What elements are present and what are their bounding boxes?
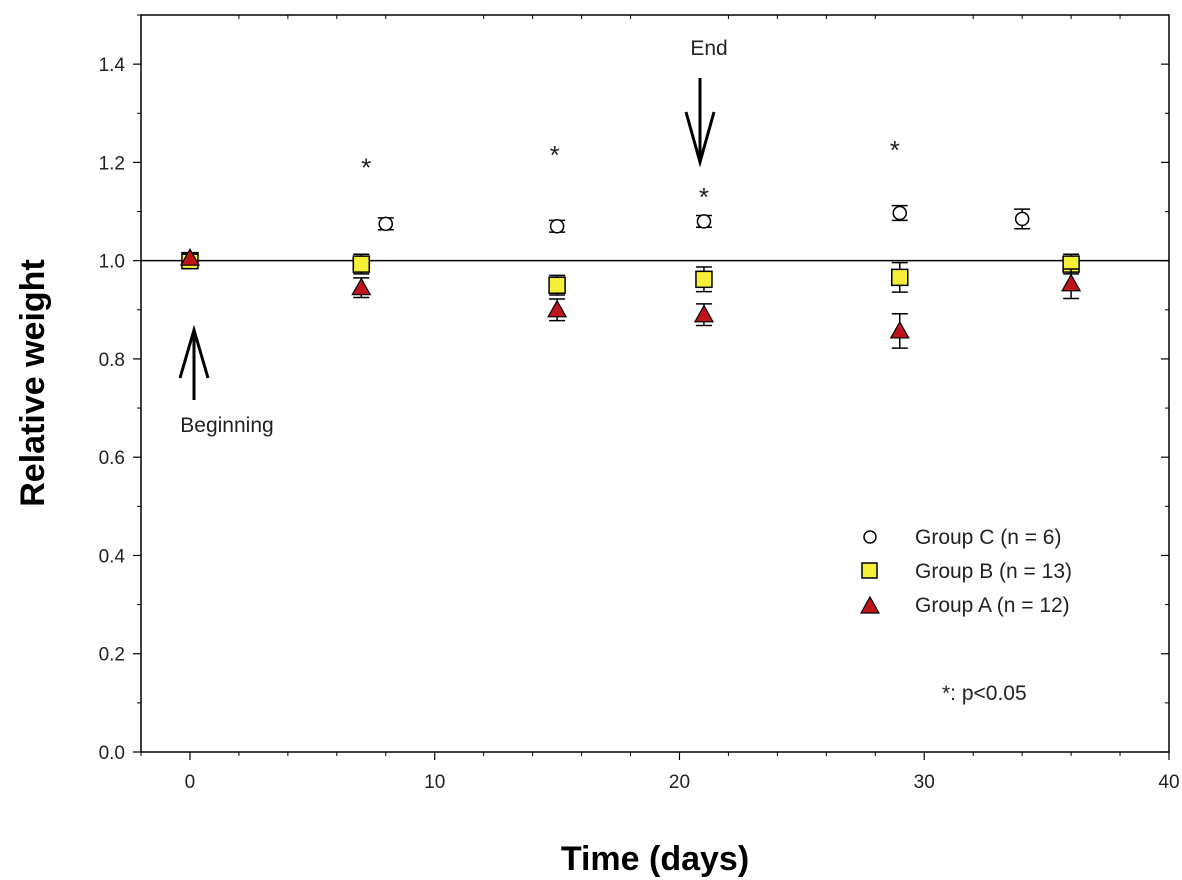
significance-star: *: [699, 182, 709, 212]
point-group-b: [891, 268, 909, 287]
x-tick-label: 0: [185, 772, 196, 793]
point-group-a: [351, 277, 372, 296]
annotation-end-label: End: [690, 37, 727, 60]
x-tick-label: 40: [1158, 772, 1179, 793]
point-group-b: [695, 270, 713, 289]
point-group-a: [179, 247, 200, 266]
legend-marker-group-a: [859, 595, 881, 614]
x-tick-label: 10: [424, 772, 445, 793]
significance-star: *: [890, 135, 900, 165]
y-tick-label: 0.2: [99, 645, 125, 666]
legend: Group C (n = 6) Group B (n = 13) Group A…: [859, 526, 1072, 705]
significance-star: *: [361, 152, 371, 182]
point-group-a: [547, 299, 568, 318]
annotation-beginning-label: Beginning: [180, 414, 273, 437]
significance-marks: * * * *: [361, 135, 900, 212]
data-marks: [179, 204, 1082, 349]
point-group-c: [892, 205, 908, 221]
plot-frame: [140, 14, 1170, 753]
beginning-arrow-head: [178, 324, 210, 379]
legend-label-group-a: Group A (n = 12): [915, 594, 1070, 617]
x-axis-title: Time (days): [561, 840, 749, 878]
point-group-a: [889, 320, 910, 339]
legend-label-group-b: Group B (n = 13): [915, 560, 1072, 583]
y-tick-label: 1.4: [99, 55, 126, 76]
point-group-a: [693, 304, 714, 323]
y-tick-label: 0.8: [99, 350, 125, 371]
x-tick-label: 30: [914, 772, 935, 793]
y-tick-label: 0.4: [99, 546, 126, 567]
y-tick-label: 0.0: [99, 743, 125, 764]
point-group-b: [548, 276, 566, 294]
legend-marker-group-b: [861, 562, 878, 579]
point-group-c: [549, 219, 565, 234]
annotation-end: End: [684, 37, 728, 168]
annotation-beginning: Beginning: [178, 324, 274, 437]
axis-ticks: 0 10 20 30 40 0.0 0.2 0.4 0.6 0.8 1.0 1.2 1.4: [99, 14, 1180, 793]
significance-star: *: [550, 140, 560, 170]
y-tick-label: 1.0: [99, 252, 125, 273]
point-group-a: [1061, 273, 1082, 292]
y-tick-label: 1.2: [99, 153, 125, 174]
end-arrow-head: [684, 111, 716, 168]
point-group-c: [378, 216, 394, 232]
x-tick-label: 20: [669, 772, 690, 793]
y-axis-title: Relative weight: [14, 259, 52, 507]
legend-label-group-c: Group C (n = 6): [915, 526, 1061, 549]
legend-marker-group-c: [863, 530, 877, 544]
point-group-c: [1014, 211, 1030, 227]
y-tick-label: 0.6: [99, 448, 125, 469]
significance-note: *: p<0.05: [942, 682, 1027, 705]
point-group-c: [696, 214, 712, 229]
point-group-b: [352, 255, 371, 273]
